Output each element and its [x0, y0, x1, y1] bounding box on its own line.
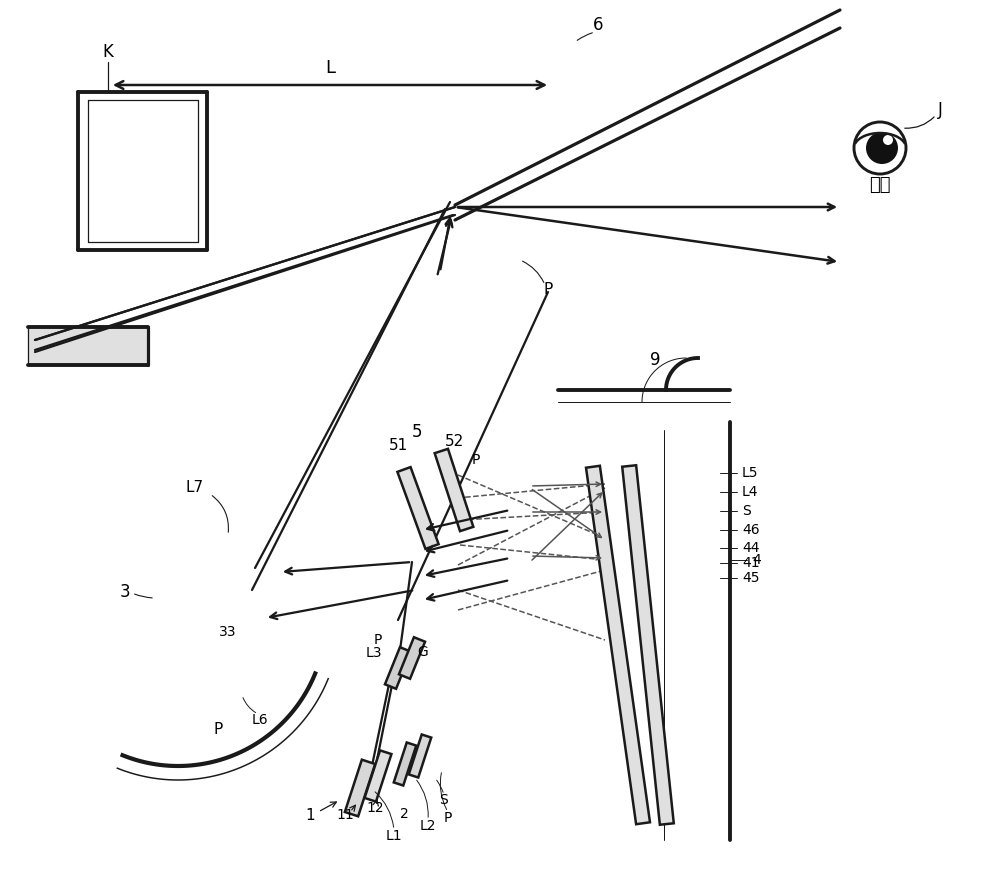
Text: L4: L4 [742, 485, 759, 499]
Text: 9: 9 [650, 351, 660, 369]
Text: 33: 33 [219, 625, 237, 639]
Text: L2: L2 [420, 819, 436, 833]
Text: 46: 46 [742, 523, 760, 537]
Text: 41: 41 [742, 556, 760, 570]
Text: L1: L1 [386, 829, 402, 843]
Text: P: P [444, 811, 452, 825]
Text: L6: L6 [252, 713, 268, 727]
Text: S: S [440, 793, 448, 807]
Text: L: L [325, 59, 335, 77]
Polygon shape [397, 467, 439, 549]
Text: 1: 1 [305, 807, 315, 822]
Text: 2: 2 [400, 807, 408, 821]
Text: 44: 44 [742, 541, 760, 555]
Text: P: P [374, 633, 382, 647]
Text: P: P [543, 283, 553, 298]
Text: L5: L5 [742, 466, 759, 480]
Text: P: P [213, 722, 223, 737]
Polygon shape [394, 743, 416, 786]
Text: L7: L7 [186, 481, 204, 496]
Text: P: P [472, 453, 480, 467]
Circle shape [854, 122, 906, 174]
Text: G: G [417, 645, 428, 659]
Polygon shape [409, 735, 431, 778]
Circle shape [883, 135, 893, 145]
Polygon shape [622, 465, 674, 825]
Text: 4: 4 [752, 553, 761, 567]
Text: K: K [103, 43, 113, 61]
Polygon shape [399, 637, 425, 679]
Text: 6: 6 [593, 16, 603, 34]
Text: 11: 11 [336, 808, 354, 822]
Polygon shape [435, 449, 473, 531]
Polygon shape [385, 647, 411, 689]
Text: 眼睛: 眼睛 [869, 176, 891, 194]
Text: 3: 3 [120, 583, 130, 601]
Text: 5: 5 [412, 423, 422, 441]
Polygon shape [345, 759, 375, 816]
Text: 51: 51 [388, 438, 408, 453]
Polygon shape [586, 466, 650, 824]
Text: J: J [938, 101, 942, 119]
Circle shape [866, 132, 898, 164]
Text: 45: 45 [742, 571, 760, 585]
Text: 52: 52 [444, 435, 464, 449]
Polygon shape [365, 751, 391, 802]
Text: 12: 12 [366, 801, 384, 815]
Text: L3: L3 [366, 646, 382, 660]
Polygon shape [28, 327, 148, 365]
Text: S: S [742, 504, 751, 518]
